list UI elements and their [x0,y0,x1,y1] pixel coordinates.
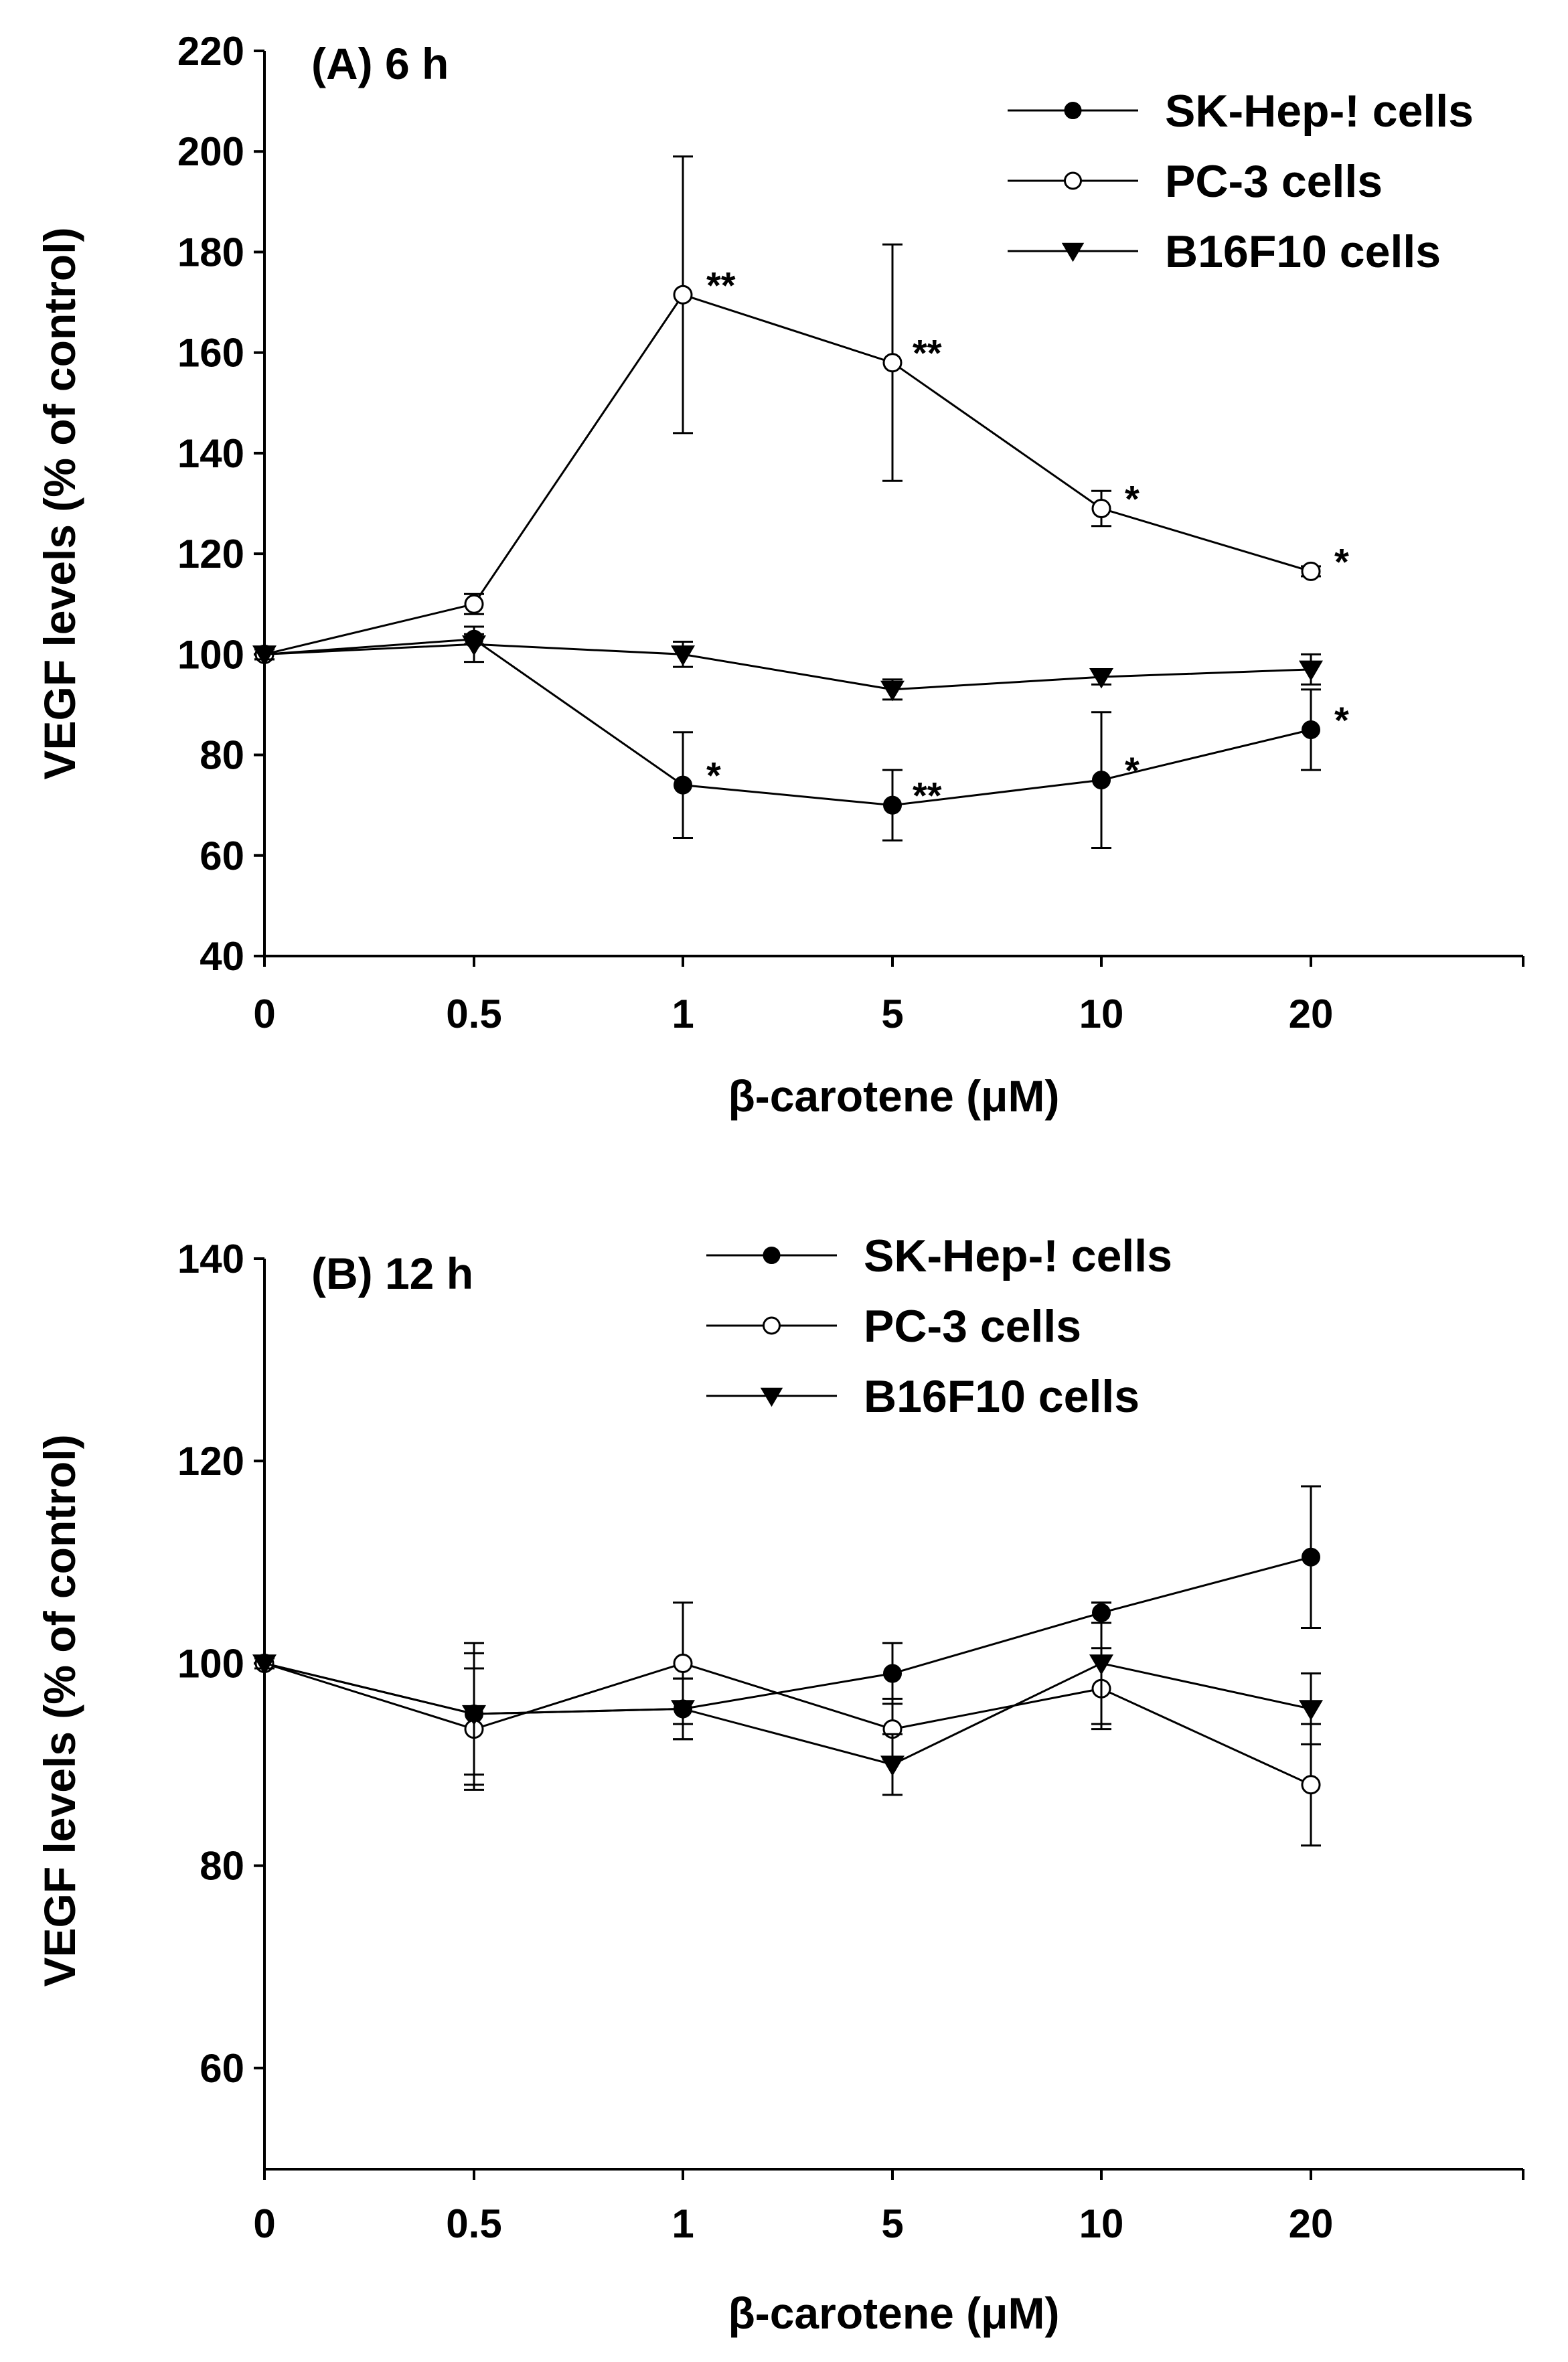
x-tick-label: 0.5 [446,992,501,1036]
data-point [671,1700,695,1721]
x-tick-label: 20 [1289,992,1334,1036]
x-tick-label: 10 [1079,2201,1124,2246]
x-tick-label: 5 [881,2201,903,2246]
data-point [673,285,693,305]
series-line [264,1662,1312,1786]
legend-item: PC-3 cells [1008,156,1383,207]
series-b16f10-cells [252,1601,1323,1796]
legend-item: PC-3 cells [706,1301,1081,1352]
data-point [674,775,692,795]
legend-marker [1061,242,1085,262]
series-line [264,1556,1312,1715]
y-tick-label: 200 [177,129,244,174]
data-point [1301,1775,1321,1795]
legend-label: B16F10 cells [1165,226,1441,277]
panel-b-12h: 60 80 100 120 140 0 0.5 1 5 10 20 (B) 12 h β-caroten… [35,1231,1524,2338]
legend-label: PC-3 cells [1165,156,1383,207]
data-point [1299,1700,1323,1721]
y-tick-label: 40 [200,934,244,979]
x-tick-label: 0 [253,992,275,1036]
legend-marker [1064,102,1082,119]
data-point [464,594,484,614]
data-point [1092,771,1111,790]
series-pc-3-cells [254,1601,1321,1846]
series-line [264,1662,1312,1766]
y-tick-label: 180 [177,230,244,274]
y-tick-label: 60 [200,2046,244,2091]
data-point [880,1755,905,1776]
significance-marker: * [1334,540,1349,582]
series-sk-hep-cells [254,1485,1321,1786]
y-tick-label: 160 [177,331,244,376]
data-point [883,1664,902,1683]
data-point [1089,667,1113,689]
legend-item: B16F10 cells [706,1371,1140,1422]
data-point [671,645,695,666]
y-tick-label: 80 [200,733,244,778]
data-point [462,1705,486,1726]
series-pc-3-cells: ****** [254,155,1349,664]
legend-item: B16F10 cells [1008,226,1441,277]
significance-marker: * [1125,478,1140,520]
y-tick-label: 60 [200,834,244,878]
significance-marker: ** [706,264,736,306]
y-axis-title: VEGF levels (% of control) [35,1434,84,1986]
y-tick-label: 220 [177,29,244,74]
series-line [264,643,1312,691]
x-tick-label: 5 [881,992,903,1036]
x-tick-label: 20 [1289,2201,1334,2246]
legend-item: SK-Hep-! cells [706,1231,1172,1281]
y-tick-label: 100 [177,632,244,677]
data-point [882,353,903,373]
series-line [264,638,1312,807]
legend-marker [760,1387,783,1407]
data-point [252,1654,277,1675]
data-point [1299,660,1323,682]
significance-marker: ** [913,775,942,817]
legend-marker [1064,171,1082,190]
panel-a-6h: 40 60 80 100 120 140 160 180 200 220 0 0.5 1 5 10 20 (A)… [35,29,1524,1121]
legend-label: B16F10 cells [864,1371,1140,1422]
data-point [1302,720,1320,739]
significance-marker: * [1125,749,1140,791]
legend-label: PC-3 cells [864,1301,1081,1352]
x-axis-title: β-carotene (μM) [728,2288,1059,2338]
legend-label: SK-Hep-! cells [1165,86,1474,137]
data-point [462,635,486,656]
data-point [880,680,905,702]
x-axis-title: β-carotene (μM) [728,1071,1059,1121]
series-sk-hep-cells: * **** [254,629,1349,850]
y-tick-label: 120 [177,1439,244,1484]
data-point [1091,499,1111,519]
data-point [252,645,277,666]
significance-marker: ** [913,332,942,374]
y-axis-title: VEGF levels (% of control) [35,227,84,779]
significance-marker: * [1334,699,1349,741]
y-tick-label: 120 [177,532,244,576]
x-tick-label: 10 [1079,992,1124,1036]
legend-marker [763,1316,781,1335]
significance-marker: * [706,755,721,797]
data-point [1302,1547,1320,1567]
x-tick-label: 0 [253,2201,275,2246]
x-tick-label: 1 [672,2201,694,2246]
series-line [264,293,1312,655]
data-point [1301,561,1321,581]
legend-item: SK-Hep-! cells [1008,86,1474,137]
y-tick-label: 140 [177,1237,244,1281]
y-tick-label: 80 [200,1844,244,1889]
series-b16f10-cells [252,625,1323,702]
x-tick-label: 0.5 [446,2201,501,2246]
y-tick-label: 140 [177,431,244,476]
data-point [1089,1654,1113,1675]
legend-marker [763,1247,781,1264]
panel-title: (A) 6 h [311,39,449,88]
legend-label: SK-Hep-! cells [864,1231,1172,1281]
y-tick-label: 100 [177,1641,244,1686]
panel-title: (B) 12 h [311,1249,473,1298]
x-tick-label: 1 [672,992,694,1036]
data-point [673,1653,693,1673]
data-point [883,795,902,815]
